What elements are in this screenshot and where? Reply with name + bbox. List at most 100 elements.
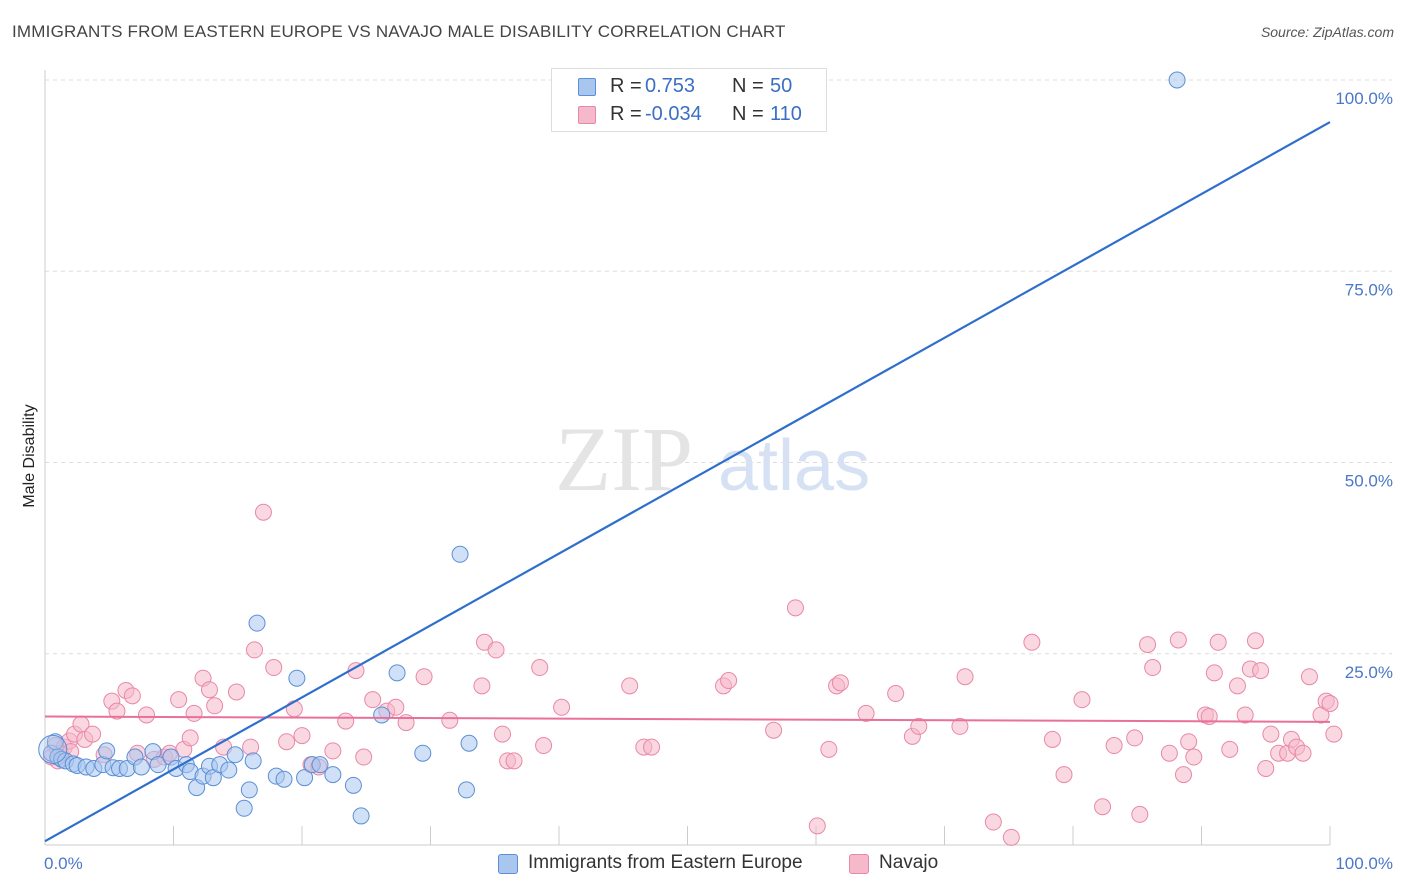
- navajo-point: [206, 697, 224, 715]
- eastern-europe-point: [98, 742, 116, 760]
- navajo-point: [278, 733, 296, 751]
- eastern-europe-point: [1168, 71, 1186, 89]
- navajo-point: [1325, 725, 1343, 743]
- series-swatch-pink: [849, 854, 869, 874]
- navajo-point: [1321, 694, 1339, 712]
- navajo-point: [1073, 691, 1091, 709]
- eastern-europe-point: [344, 776, 362, 794]
- eastern-europe-point: [457, 781, 475, 799]
- navajo-point: [984, 813, 1002, 831]
- navajo-points: [42, 503, 1343, 846]
- navajo-point: [1257, 760, 1275, 777]
- navajo-point: [1175, 766, 1193, 784]
- eastern-europe-point: [296, 769, 314, 787]
- eastern-europe-point: [373, 706, 391, 724]
- navajo-point: [621, 677, 639, 695]
- x-tick-label: 0.0%: [44, 854, 83, 873]
- legend-n-value: 110: [770, 103, 802, 125]
- navajo-point: [553, 698, 571, 716]
- navajo-point: [1105, 737, 1123, 755]
- eastern-europe-point: [248, 614, 266, 632]
- navajo-point: [956, 668, 974, 686]
- eastern-europe-point: [414, 744, 432, 762]
- navajo-point: [285, 700, 303, 718]
- navajo-point: [254, 503, 272, 521]
- chart-title: IMMIGRANTS FROM EASTERN EUROPE VS NAVAJO…: [12, 22, 786, 41]
- navajo-point: [887, 685, 905, 703]
- eastern-europe-point: [288, 669, 306, 687]
- eastern-europe-point: [451, 545, 469, 563]
- navajo-point: [765, 721, 783, 739]
- legend-n-label: N =: [732, 103, 764, 125]
- eastern-europe-point: [275, 770, 293, 788]
- navajo-point: [185, 704, 203, 722]
- eastern-europe-point: [149, 756, 167, 774]
- series-name: Immigrants from Eastern Europe: [528, 852, 803, 873]
- navajo-point: [820, 740, 838, 758]
- navajo-point: [265, 659, 283, 677]
- eastern-europe-point: [226, 746, 244, 764]
- navajo-point: [535, 737, 553, 755]
- eastern-europe-point: [324, 766, 342, 784]
- navajo-point: [1002, 828, 1020, 846]
- navajo-point: [293, 727, 311, 745]
- navajo-point: [200, 681, 218, 699]
- eastern-europe-point: [352, 807, 370, 825]
- eastern-europe-point: [240, 781, 258, 799]
- eastern-europe-point: [220, 761, 238, 779]
- eastern-europe-point: [244, 752, 262, 770]
- navajo-point: [242, 738, 260, 756]
- navajo-point: [1126, 729, 1144, 747]
- navajo-point: [1262, 725, 1280, 743]
- eastern-europe-point: [311, 756, 329, 774]
- navajo-point: [84, 725, 102, 743]
- navajo-point: [387, 698, 405, 716]
- navajo-point: [415, 668, 433, 686]
- series-name: Navajo: [879, 852, 939, 873]
- legend-swatch-pink: [578, 106, 596, 124]
- legend-swatch-blue: [578, 78, 596, 96]
- navajo-point: [123, 687, 141, 705]
- eastern-europe-trend-line: [44, 121, 1331, 843]
- navajo-point: [1209, 633, 1227, 651]
- navajo-point: [227, 683, 245, 701]
- y-tick-label: 75.0%: [1345, 280, 1393, 299]
- eastern-europe-point: [460, 734, 478, 752]
- source-label: Source: ZipAtlas.com: [1260, 24, 1394, 40]
- navajo-point: [720, 672, 738, 690]
- navajo-point: [364, 691, 382, 709]
- navajo-point: [531, 659, 549, 677]
- navajo-point: [337, 712, 355, 730]
- y-tick-label: 25.0%: [1345, 663, 1393, 682]
- navajo-point: [1185, 748, 1203, 766]
- eastern-europe-point: [132, 758, 150, 776]
- navajo-point: [245, 641, 263, 659]
- y-axis-label: Male Disability: [21, 404, 38, 507]
- series-swatch-blue: [498, 854, 518, 874]
- navajo-point: [493, 725, 511, 743]
- navajo-point: [1144, 659, 1162, 677]
- legend-row-eastern-europe: R = 0.753 N = 50: [552, 73, 826, 101]
- legend-row-navajo: R = -0.034 N = 110: [552, 101, 826, 129]
- navajo-point: [324, 742, 342, 760]
- navajo-point: [473, 677, 491, 695]
- navajo-point: [1246, 632, 1264, 650]
- navajo-point: [505, 752, 523, 770]
- navajo-point: [1228, 677, 1246, 695]
- trend-lines: [44, 121, 1331, 843]
- navajo-point: [1043, 730, 1061, 748]
- navajo-point: [1180, 733, 1198, 751]
- x-tick-label: 100.0%: [1335, 854, 1393, 873]
- navajo-point: [441, 711, 459, 729]
- legend-n-label: N =: [732, 75, 764, 97]
- navajo-point: [1294, 744, 1312, 762]
- navajo-point: [643, 738, 661, 756]
- navajo-point: [1221, 740, 1239, 758]
- legend-n-value: 50: [770, 75, 793, 97]
- navajo-point: [1094, 798, 1112, 816]
- navajo-point: [786, 599, 804, 617]
- eastern-europe-point: [388, 664, 406, 682]
- navajo-point: [181, 729, 199, 747]
- navajo-point: [487, 641, 505, 659]
